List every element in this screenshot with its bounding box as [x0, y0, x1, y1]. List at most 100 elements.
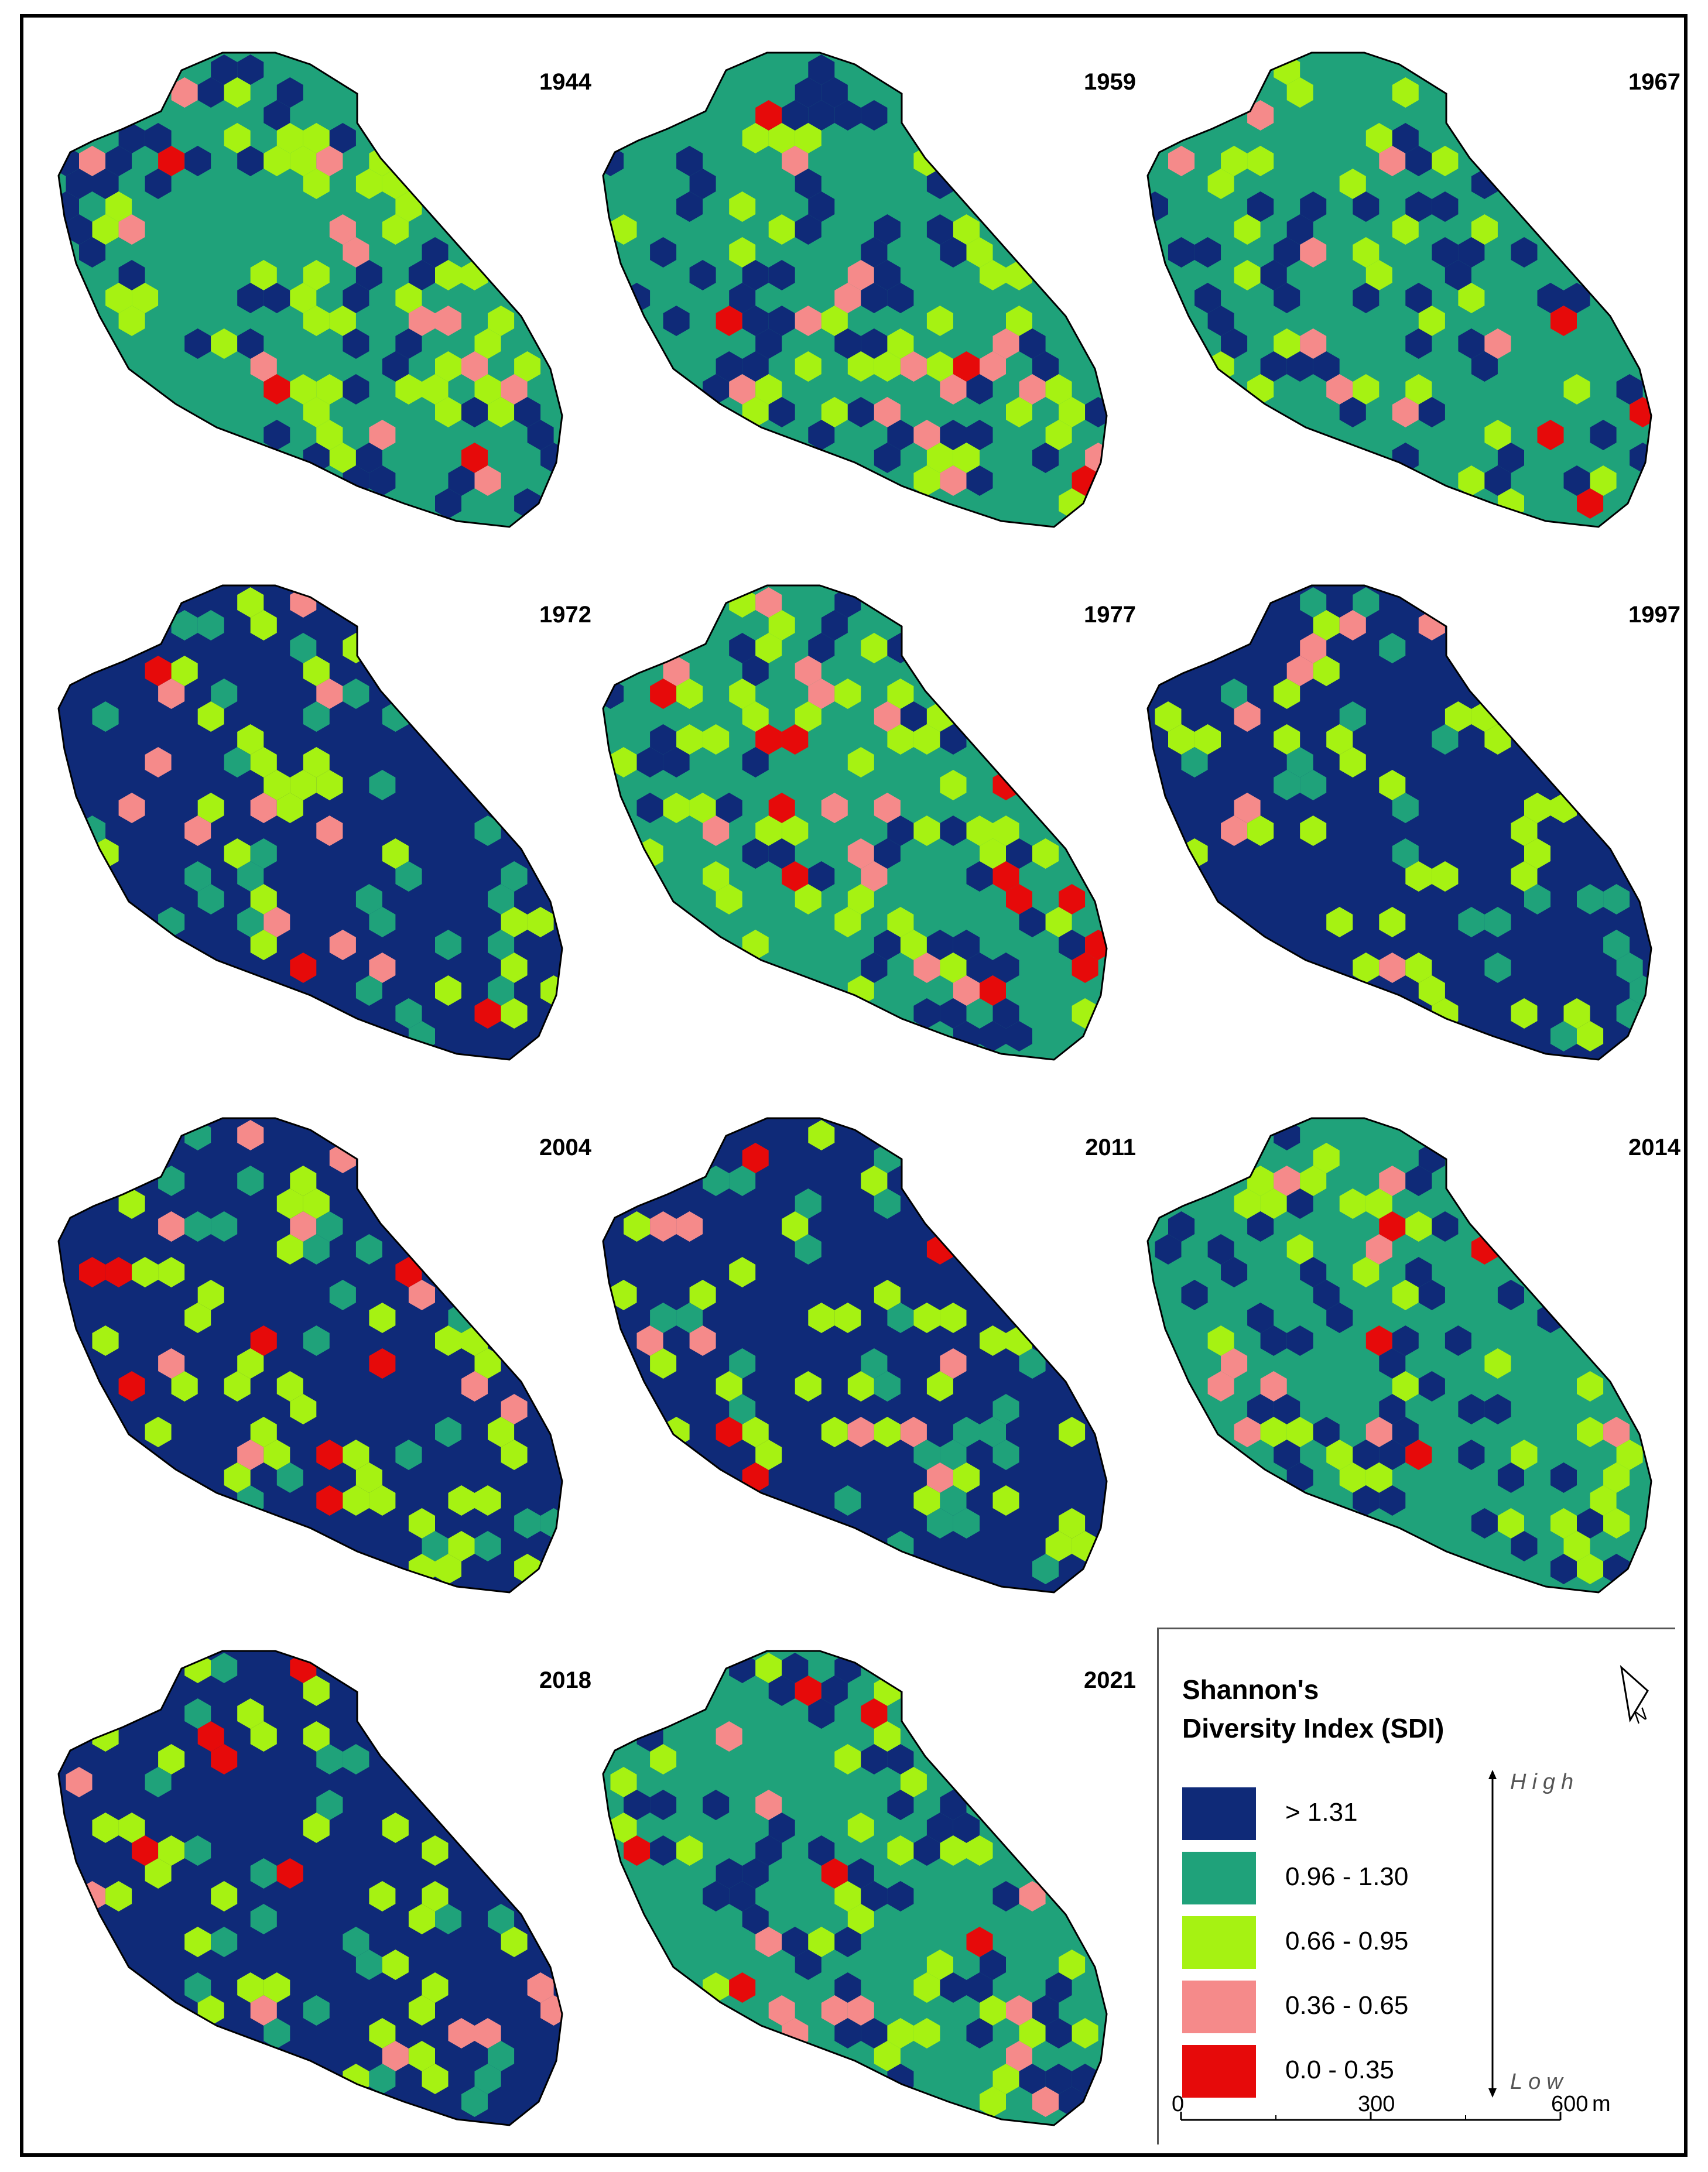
hex-cell: [224, 1462, 251, 1493]
hex-cell: [145, 656, 172, 686]
hex-cell: [650, 724, 677, 755]
hex-cell: [488, 930, 515, 960]
hex-cell: [237, 1348, 264, 1379]
hex-cell: [237, 54, 264, 85]
hex-cell: [716, 1858, 742, 1889]
hex-cell: [940, 953, 967, 983]
hex-cell: [610, 1280, 637, 1310]
hex-cell: [913, 953, 940, 983]
hex-cell: [913, 420, 940, 450]
hex-cell: [105, 283, 132, 313]
hex-cell: [461, 1371, 488, 1402]
hex-cell: [926, 1371, 953, 1402]
hex-cell: [782, 1653, 809, 1683]
hex-cell: [1300, 237, 1327, 268]
hex-cell: [105, 1257, 132, 1287]
hex-cell: [821, 610, 848, 640]
hex-cell: [663, 793, 690, 823]
hex-cell: [861, 1698, 888, 1729]
hex-cell: [768, 610, 795, 640]
hex-cell: [808, 1120, 835, 1150]
hex-cell: [488, 306, 515, 336]
hex-cell: [316, 146, 343, 176]
hex-cell: [250, 260, 277, 290]
hex-cell: [861, 1348, 888, 1379]
hex-cell: [1274, 237, 1300, 268]
hex-cell: [992, 1440, 1019, 1470]
hex-cell: [887, 679, 914, 709]
hex-cell: [1353, 283, 1380, 313]
map-year-label: 1959: [1084, 69, 1136, 95]
hex-cell: [250, 1858, 277, 1889]
legend-item-low: 0.36 - 0.65: [1182, 1981, 1487, 2033]
hex-cell: [847, 747, 874, 777]
hex-cell: [1019, 328, 1046, 359]
hex-cell: [316, 420, 343, 450]
hex-cell: [636, 793, 663, 823]
hex-cell: [742, 747, 769, 777]
hex-cell: [1300, 816, 1327, 846]
hex-cell: [1260, 1371, 1287, 1402]
hex-cell: [501, 907, 528, 937]
hex-cell: [755, 328, 782, 359]
hex-cell: [834, 100, 861, 131]
hex-cell: [197, 884, 224, 914]
hex-cell: [874, 1188, 901, 1219]
hex-cell: [821, 397, 848, 427]
hex-cell: [847, 1904, 874, 1934]
hex-cell: [887, 1835, 914, 1866]
hex-cell: [874, 351, 901, 382]
hex-cell: [624, 1835, 651, 1866]
hex-cell: [755, 1835, 782, 1866]
hex-cell: [1550, 1508, 1577, 1539]
hex-cell: [874, 397, 901, 427]
hex-cell: [263, 283, 290, 313]
hex-cell: [448, 1531, 475, 1561]
hex-cell: [1059, 1950, 1086, 1980]
hex-cell: [900, 701, 927, 732]
hex-cell: [1326, 907, 1353, 937]
hex-cell: [742, 1904, 769, 1934]
hex-cell: [821, 1995, 848, 2026]
hex-cell: [716, 1417, 742, 1447]
hex-cell: [1045, 2064, 1072, 2094]
hex-cell: [329, 1280, 356, 1310]
hex-cell: [1365, 260, 1392, 290]
hex-cell: [874, 260, 901, 290]
hex-cell: [1339, 747, 1366, 777]
hex-cell: [808, 54, 835, 85]
hex-cell: [369, 1303, 396, 1333]
hex-cell: [808, 100, 835, 131]
hex-cell: [913, 1440, 940, 1470]
hex-cell: [689, 1280, 716, 1310]
hex-cell: [1432, 861, 1459, 892]
legend-title-line2: Diversity Index (SDI): [1182, 1713, 1445, 1743]
hex-cell: [887, 420, 914, 450]
hex-cell: [237, 328, 264, 359]
hex-cell: [158, 1744, 185, 1774]
hex-cell: [488, 975, 515, 1006]
hex-cell: [874, 701, 901, 732]
hex-cell: [1603, 884, 1630, 914]
hex-cell: [847, 1417, 874, 1447]
hex-cell: [1524, 884, 1550, 914]
hex-cell: [847, 838, 874, 869]
hex-cell: [1286, 1234, 1313, 1265]
hex-cell: [395, 328, 422, 359]
hex-cell: [1511, 237, 1538, 268]
hex-cell: [1339, 1462, 1366, 1493]
hex-cell: [448, 2018, 475, 2048]
hex-cell: [369, 1348, 396, 1379]
hex-cell: [118, 260, 145, 290]
hex-cell: [1059, 1417, 1086, 1447]
hex-cell: [237, 1120, 264, 1150]
hex-cell: [821, 1858, 848, 1889]
hex-cell: [1550, 1554, 1577, 1584]
hex-cell: [395, 374, 422, 405]
hex-cell: [1563, 283, 1590, 313]
hex-cell: [1274, 1394, 1300, 1424]
hex-cell: [276, 1858, 303, 1889]
hex-cell: [742, 656, 769, 686]
hex-cell: [501, 998, 528, 1029]
hex-cell: [1511, 861, 1538, 892]
